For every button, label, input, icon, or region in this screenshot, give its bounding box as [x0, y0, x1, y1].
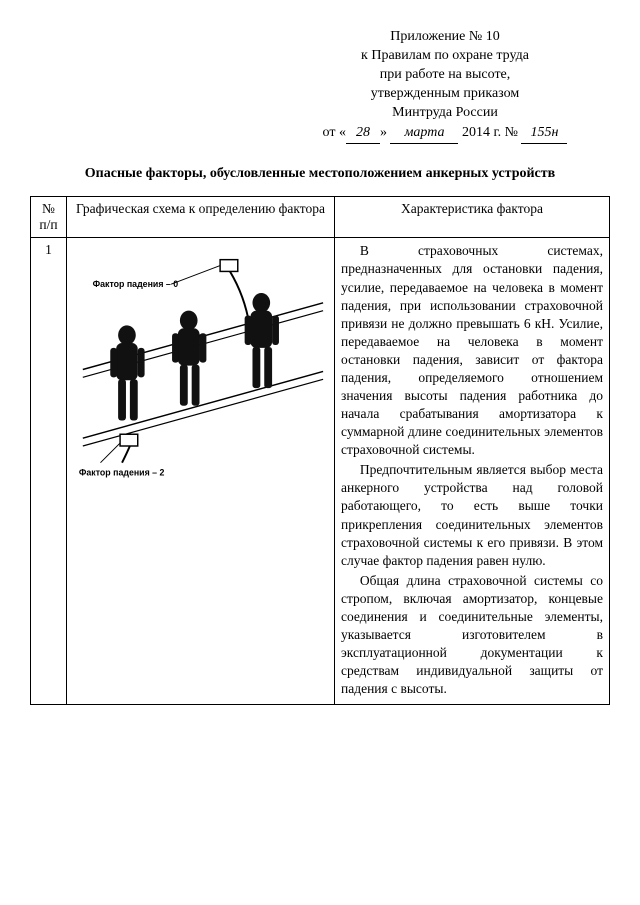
characteristic-cell: В страховочных системах, предназначенных… — [335, 238, 610, 705]
col-header-characteristic: Характеристика фактора — [335, 197, 610, 238]
characteristic-para: Предпочтительным является выбор места ан… — [341, 461, 603, 569]
diagram-label-bottom: Фактор падения – 2 — [79, 468, 165, 478]
header-line: Приложение № 10 — [300, 28, 590, 47]
date-month-field: марта — [390, 124, 458, 144]
row-number: 1 — [31, 238, 67, 705]
date-prefix: от « — [323, 125, 346, 140]
table-row: 1 — [31, 238, 610, 705]
date-day-field: 28 — [346, 124, 380, 144]
page-title: Опасные факторы, обусловленные местополо… — [30, 166, 610, 182]
header-line: к Правилам по охране труда — [300, 47, 590, 66]
factors-table: № п/п Графическая схема к определению фа… — [30, 196, 610, 705]
characteristic-para: Общая длина страховочной системы со стро… — [341, 572, 603, 699]
date-mid: » — [380, 125, 391, 140]
document-header: Приложение № 10 к Правилам по охране тру… — [300, 28, 590, 144]
date-year: 2014 г. № — [458, 125, 521, 140]
col-header-diagram: Графическая схема к определению фактора — [67, 197, 335, 238]
diagram-label-top: Фактор падения – 0 — [93, 279, 179, 289]
header-line: Минтруда России — [300, 104, 590, 123]
col-header-num: № п/п — [31, 197, 67, 238]
header-line: утвержденным приказом — [300, 85, 590, 104]
diagram-cell: Фактор падения – 0 Фактор падения – 2 — [67, 238, 335, 705]
header-line: при работе на высоте, — [300, 66, 590, 85]
date-num-field: 155н — [521, 124, 567, 144]
fall-factor-diagram: Фактор падения – 0 Фактор падения – 2 — [73, 242, 328, 502]
characteristic-para: В страховочных системах, предназначенных… — [341, 242, 603, 459]
header-dateline: от «28» марта 2014 г. № 155н — [300, 124, 590, 144]
diagram-svg: Фактор падения – 0 Фактор падения – 2 — [73, 242, 328, 497]
